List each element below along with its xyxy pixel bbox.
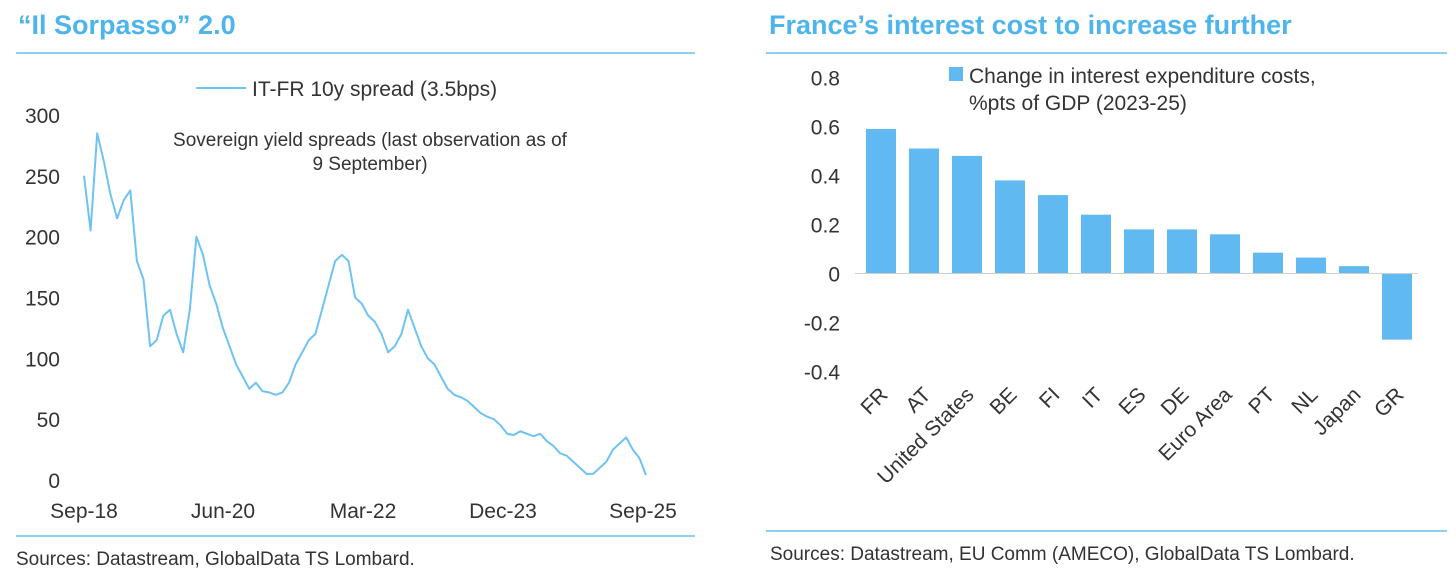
x-tick-label: Sep-18 bbox=[50, 500, 118, 523]
x-category-label: FR bbox=[856, 383, 892, 419]
y-tick-label: -0.4 bbox=[804, 362, 841, 385]
y-tick-label: 200 bbox=[25, 227, 60, 250]
y-tick-label: 100 bbox=[25, 348, 60, 371]
x-category-label: NL bbox=[1287, 383, 1322, 418]
x-category-label: GR bbox=[1370, 383, 1409, 422]
y-tick-label: 0.4 bbox=[811, 166, 841, 189]
chart-annotation: Sovereign yield spreads (last observatio… bbox=[173, 130, 568, 151]
left-bottom-rule bbox=[16, 535, 695, 537]
y-tick-label: 150 bbox=[25, 288, 60, 311]
chart-annotation: 9 September) bbox=[312, 154, 427, 175]
bar-be bbox=[995, 180, 1025, 274]
bar-at bbox=[909, 148, 939, 274]
x-tick-label: Jun-20 bbox=[191, 500, 255, 523]
x-category-label: IT bbox=[1078, 383, 1108, 413]
x-category-label: BE bbox=[985, 383, 1021, 419]
spread-series-line bbox=[83, 132, 647, 476]
y-tick-label: 0.8 bbox=[811, 68, 840, 91]
y-tick-label: -0.2 bbox=[804, 313, 840, 336]
x-tick-label: Mar-22 bbox=[330, 500, 397, 523]
bar-euro-area bbox=[1210, 234, 1240, 274]
y-tick-label: 250 bbox=[25, 166, 60, 189]
y-tick-label: 0.6 bbox=[811, 117, 840, 140]
x-category-label: ES bbox=[1114, 383, 1150, 419]
x-tick-label: Sep-25 bbox=[609, 500, 677, 523]
right-bottom-rule bbox=[766, 530, 1447, 532]
bar-it bbox=[1081, 214, 1111, 274]
y-tick-label: 50 bbox=[37, 409, 60, 432]
x-category-label: FI bbox=[1035, 383, 1064, 412]
legend-label: %pts of GDP (2023-25) bbox=[969, 92, 1187, 115]
x-category-label: Japan bbox=[1309, 383, 1366, 440]
left-source-note: Sources: Datastream, GlobalData TS Lomba… bbox=[16, 549, 415, 570]
right-title-rule bbox=[766, 52, 1447, 54]
left-panel-title: “Il Sorpasso” 2.0 bbox=[18, 10, 236, 40]
right-source-note: Sources: Datastream, EU Comm (AMECO), Gl… bbox=[770, 544, 1355, 565]
legend-label: Change in interest expenditure costs, bbox=[969, 65, 1316, 88]
y-tick-label: 0 bbox=[828, 264, 840, 287]
bar-es bbox=[1124, 229, 1154, 274]
bar-de bbox=[1167, 229, 1197, 274]
legend-label: IT-FR 10y spread (3.5bps) bbox=[252, 78, 497, 101]
bar-nl bbox=[1296, 257, 1326, 274]
bar-fr bbox=[866, 128, 896, 274]
bar-united-states bbox=[952, 155, 982, 274]
bar-gr bbox=[1382, 273, 1412, 340]
y-tick-label: 0 bbox=[48, 470, 60, 493]
left-title-rule bbox=[16, 52, 695, 54]
right-panel-title: France’s interest cost to increase furth… bbox=[769, 10, 1292, 40]
bar-fi bbox=[1038, 195, 1068, 274]
y-tick-label: 300 bbox=[25, 105, 60, 128]
bar-pt bbox=[1253, 252, 1283, 274]
x-category-label: PT bbox=[1244, 383, 1279, 418]
y-tick-label: 0.2 bbox=[811, 215, 840, 238]
bar-japan bbox=[1339, 266, 1369, 274]
x-category-label: AT bbox=[901, 383, 935, 417]
legend-bar-swatch bbox=[949, 67, 963, 81]
x-tick-label: Dec-23 bbox=[469, 500, 537, 523]
